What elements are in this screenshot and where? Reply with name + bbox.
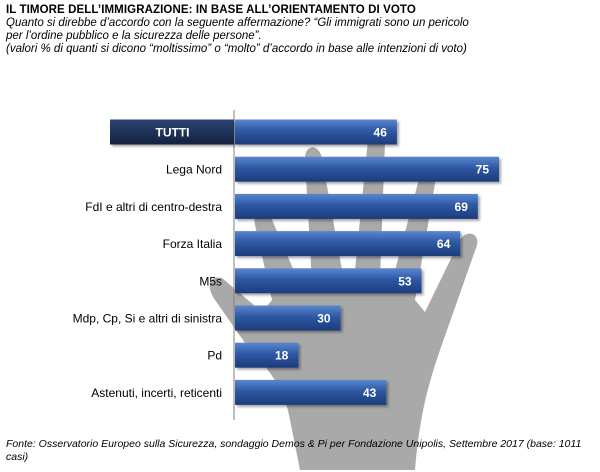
category-label: M5s xyxy=(199,274,222,288)
value-label: 53 xyxy=(398,274,412,288)
chart-header: IL TIMORE DELL’IMMIGRAZIONE: IN BASE ALL… xyxy=(6,3,596,56)
category-label: Forza Italia xyxy=(163,237,223,251)
source-note: Fonte: Osservatorio Europeo sulla Sicure… xyxy=(6,438,582,463)
value-label: 64 xyxy=(437,237,451,251)
value-label: 69 xyxy=(455,200,469,214)
category-label: Astenuti, incerti, reticenti xyxy=(91,386,222,400)
bar xyxy=(235,379,387,405)
value-label: 46 xyxy=(374,126,388,140)
highlight-label-box xyxy=(110,119,234,145)
category-label: Mdp, Cp, Si e altri di sinistra xyxy=(73,312,223,326)
category-label: TUTTI xyxy=(156,126,190,140)
bar xyxy=(235,231,461,257)
bar xyxy=(235,342,299,368)
value-label: 75 xyxy=(476,163,490,177)
value-label: 43 xyxy=(363,386,377,400)
bars-group: TUTTI 46 Lega Nord 75 FdI e altri di centro-… xyxy=(73,119,499,405)
value-label: 30 xyxy=(317,312,331,326)
bar xyxy=(235,193,478,219)
value-label: 18 xyxy=(275,349,289,363)
category-label: Lega Nord xyxy=(166,163,222,177)
bar xyxy=(235,268,422,294)
bar xyxy=(235,156,499,182)
category-label: Pd xyxy=(207,349,222,363)
chart-title: IL TIMORE DELL’IMMIGRAZIONE: IN BASE ALL… xyxy=(6,4,416,16)
chart-subtitle: Quanto si direbbe d’accordo con la segue… xyxy=(6,17,469,55)
bar xyxy=(235,305,341,331)
bar xyxy=(235,119,397,145)
category-label: FdI e altri di centro-destra xyxy=(85,200,222,214)
